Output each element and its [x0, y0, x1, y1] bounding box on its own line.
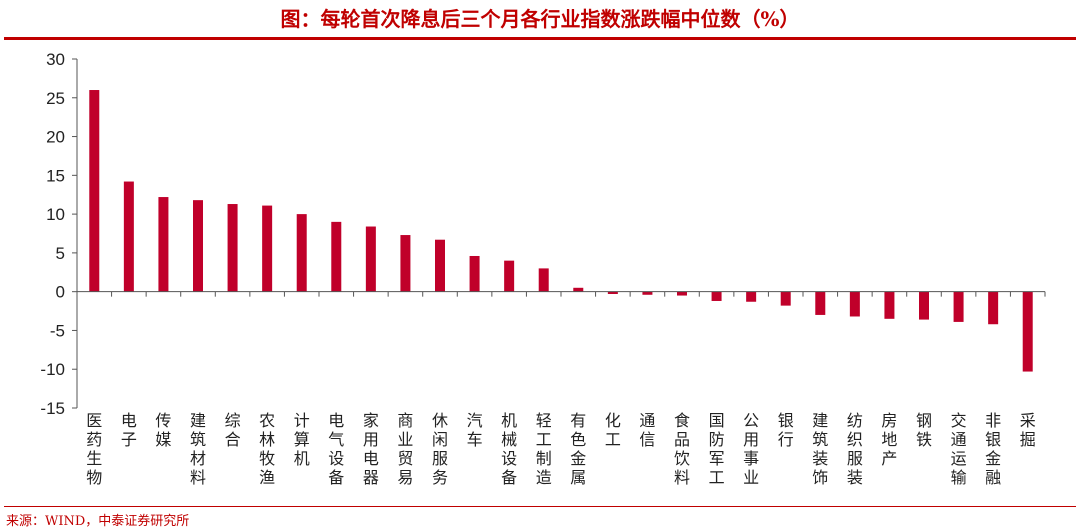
bar: [953, 291, 964, 322]
bar: [400, 235, 411, 292]
bar: [1022, 291, 1033, 372]
category-label: 化工: [605, 411, 621, 449]
category-label: 农林牧渔: [259, 411, 275, 487]
category-label: 有色金属: [570, 411, 586, 487]
bar: [538, 268, 549, 292]
y-tick-label: 25: [46, 89, 65, 108]
category-label: 国防军工: [709, 411, 725, 487]
bar: [607, 291, 618, 294]
bottom-divider: [4, 506, 1076, 507]
y-tick-label: 0: [56, 283, 65, 302]
bar: [573, 287, 584, 292]
bar: [365, 226, 376, 292]
category-label: 综合: [225, 411, 241, 449]
bar: [123, 181, 134, 292]
category-label: 交通运输: [951, 411, 967, 487]
category-label: 通信: [639, 411, 655, 449]
y-tick-label: 15: [46, 166, 65, 185]
category-label: 机械设备: [501, 411, 517, 487]
category-label: 公用事业: [743, 411, 759, 487]
category-label: 轻工制造: [536, 411, 552, 487]
bar: [711, 291, 722, 301]
category-label: 房地产: [881, 411, 897, 468]
bar: [746, 291, 757, 302]
category-label: 建筑装饰: [812, 411, 828, 487]
y-tick-label: 20: [46, 128, 65, 147]
category-label: 计算机: [294, 411, 310, 468]
y-tick-label: 10: [46, 205, 65, 224]
y-tick-label: 30: [46, 50, 65, 69]
category-label: 非银金融: [985, 411, 1001, 487]
bar: [780, 291, 791, 306]
category-label: 休闲服务: [432, 411, 448, 487]
category-label: 电子: [121, 411, 137, 449]
bar: [815, 291, 826, 315]
category-label: 医药生物: [86, 411, 102, 487]
bar: [988, 291, 999, 325]
category-label: 建筑材料: [190, 411, 206, 487]
bar: [919, 291, 929, 320]
category-label: 传媒: [155, 411, 171, 449]
bar: [642, 291, 653, 295]
bar: [193, 200, 203, 292]
y-tick-label: -15: [40, 399, 65, 418]
category-label: 电气设备: [328, 411, 344, 487]
y-tick-label: -5: [50, 321, 65, 340]
category-label: 纺织服装: [847, 411, 863, 487]
bar: [227, 204, 238, 292]
y-tick-label: -10: [40, 360, 65, 379]
title-underline: [4, 37, 1076, 40]
bar: [331, 221, 342, 292]
bar: [504, 260, 515, 292]
category-label: 食品饮料: [674, 411, 690, 487]
chart-title: 图：每轮首次降息后三个月各行业指数涨跌幅中位数（%）: [280, 7, 800, 31]
bar: [884, 291, 895, 319]
bar: [262, 205, 273, 292]
bar: [158, 197, 169, 292]
category-label: 家用电器: [363, 411, 379, 487]
category-label: 银行: [778, 411, 794, 449]
source-note: 来源：WIND，中泰证券研究所: [6, 514, 190, 529]
bar: [849, 291, 860, 317]
y-tick-label: 5: [56, 244, 65, 263]
bar: [435, 239, 445, 292]
category-label: 采掘: [1020, 411, 1036, 449]
category-label: 钢铁: [916, 411, 932, 449]
bar: [677, 291, 687, 296]
category-label: 商业贸易: [397, 411, 413, 487]
category-label: 汽车: [467, 411, 483, 449]
bar: [89, 90, 100, 292]
title-bar: 图：每轮首次降息后三个月各行业指数涨跌幅中位数（%）: [0, 0, 1080, 40]
bar: [469, 255, 480, 292]
bar: [296, 214, 307, 292]
